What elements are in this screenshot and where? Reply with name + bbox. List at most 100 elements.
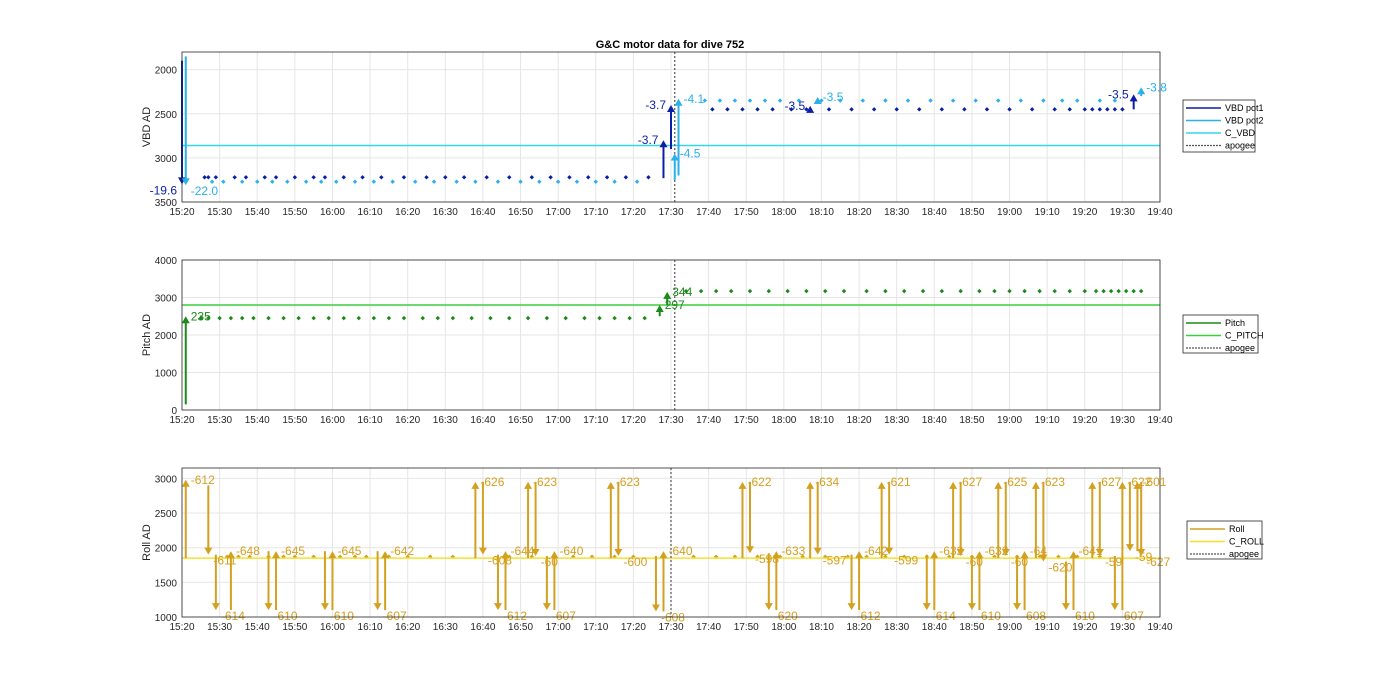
arrow-head — [813, 547, 822, 555]
data-point — [747, 288, 753, 294]
data-point — [236, 554, 241, 559]
data-point — [390, 179, 395, 184]
x-tick-label: 17:50 — [734, 207, 759, 218]
x-tick-label: 17:00 — [546, 622, 571, 633]
data-point — [1007, 288, 1012, 294]
data-point — [371, 179, 377, 184]
data-point — [401, 315, 407, 321]
data-point — [950, 98, 956, 103]
data-point — [755, 107, 760, 112]
data-point — [454, 179, 459, 184]
arrow-head — [975, 551, 984, 559]
legend-label: C_ROLL — [1229, 537, 1264, 547]
x-tick-label: 17:40 — [696, 207, 721, 218]
y-tick-label: 2000 — [155, 331, 178, 342]
legend-label: VBD pot2 — [1225, 116, 1264, 126]
y-tick-label: 2000 — [155, 544, 178, 555]
data-point — [796, 98, 802, 103]
arrow-head — [674, 98, 683, 106]
x-tick-label: 19:00 — [997, 622, 1022, 633]
data-point — [1082, 107, 1087, 112]
arrow-head — [956, 549, 965, 557]
x-tick-label: 17:10 — [583, 207, 608, 218]
data-point — [1097, 107, 1103, 112]
y-tick-label: 2500 — [155, 509, 178, 520]
data-point — [270, 179, 275, 184]
data-point — [1037, 554, 1042, 559]
x-tick-label: 18:30 — [884, 622, 909, 633]
panel-2: 15:20 15:30 15:40 15:50 16:00 16:10 16:20 16:30… — [141, 256, 1264, 426]
axes-frame — [181, 259, 1161, 411]
data-point — [996, 98, 1001, 103]
arrow-head — [1031, 481, 1040, 489]
data-point — [1067, 288, 1072, 294]
data-point — [574, 179, 580, 184]
y-tick-label: 2000 — [155, 66, 178, 77]
data-point — [1108, 288, 1114, 294]
x-tick-label: 16:40 — [470, 415, 495, 426]
arrow-head — [847, 603, 856, 611]
x-tick-label: 19:10 — [1035, 622, 1060, 633]
data-point — [206, 175, 211, 180]
data-point — [1029, 107, 1035, 112]
data-label: -612 — [191, 473, 215, 487]
data-label: -3.8 — [1146, 80, 1167, 94]
data-point — [777, 554, 783, 559]
data-point — [992, 288, 997, 294]
arrow-head — [877, 481, 886, 489]
arrow-head — [531, 549, 540, 557]
x-tick-label: 17:30 — [658, 622, 683, 633]
data-label: -632 — [939, 544, 963, 558]
arrow-head — [1133, 481, 1142, 489]
arrow-head — [922, 603, 931, 611]
x-tick-label: 17:40 — [696, 622, 721, 633]
data-point — [728, 288, 734, 294]
data-point — [860, 98, 866, 103]
arrow-head — [181, 479, 190, 487]
x-tick-label: 17:10 — [583, 622, 608, 633]
data-point — [1075, 554, 1080, 559]
data-point — [717, 98, 723, 103]
arrow-head — [181, 316, 190, 324]
arrow-head — [1039, 554, 1048, 562]
data-label: -3.5 — [823, 90, 844, 104]
data-point — [537, 179, 542, 184]
x-tick-label: 17:10 — [583, 415, 608, 426]
data-point — [507, 554, 512, 559]
arrow-head — [550, 551, 559, 559]
y-axis-label: Roll AD — [141, 524, 153, 561]
arrow-head — [606, 481, 615, 489]
data-point — [206, 315, 211, 321]
data-label: -633 — [781, 544, 805, 558]
data-label: -623 — [533, 475, 557, 489]
x-tick-label: 15:20 — [169, 207, 194, 218]
arrow-head — [542, 603, 551, 611]
x-tick-label: 16:10 — [358, 622, 383, 633]
data-point — [567, 175, 572, 180]
data-label: -4.1 — [684, 92, 705, 106]
data-point — [209, 179, 215, 184]
data-point — [529, 554, 535, 559]
data-point — [770, 107, 775, 112]
x-tick-label: 16:00 — [320, 207, 345, 218]
arrow-head — [764, 603, 773, 611]
data-point — [255, 179, 260, 184]
data-label: 235 — [191, 309, 211, 323]
data-label: -622 — [1127, 475, 1151, 489]
data-point — [379, 175, 384, 180]
legend-label: Roll — [1229, 524, 1245, 534]
data-label: -645 — [337, 544, 361, 558]
data-label: -642 — [864, 544, 888, 558]
data-point — [311, 554, 316, 559]
legend-box — [1186, 520, 1263, 560]
data-point — [823, 288, 828, 294]
data-point — [838, 98, 843, 103]
data-point — [864, 554, 869, 559]
data-point — [450, 554, 456, 559]
data-point — [405, 554, 410, 559]
data-label: -600 — [623, 555, 647, 569]
data-point — [597, 315, 602, 321]
